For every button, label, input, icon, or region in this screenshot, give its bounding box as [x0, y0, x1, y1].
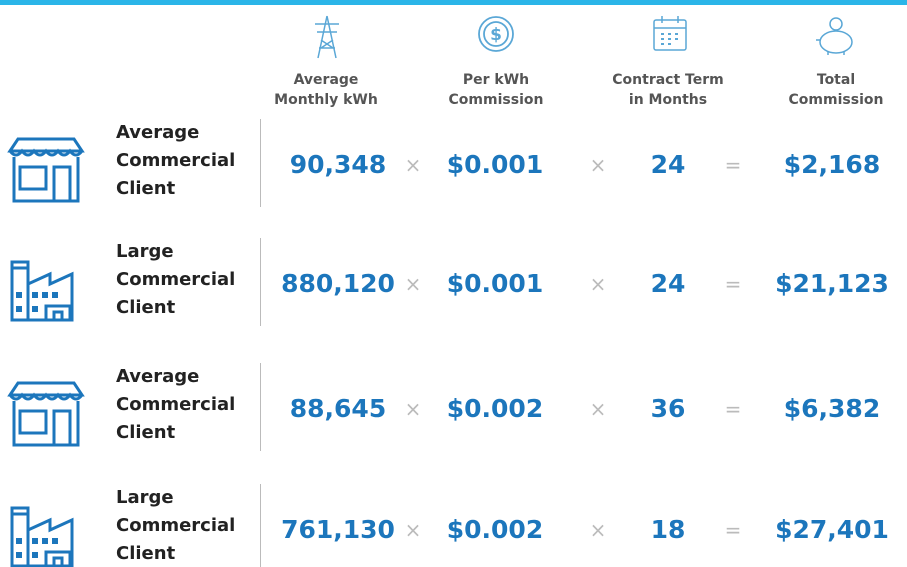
header-line: Commission — [448, 92, 544, 108]
store-icon — [7, 137, 85, 203]
value: $21,123 — [775, 269, 889, 298]
column-header: Per kWh Commission — [416, 70, 576, 110]
column-header: Contract Term in Months — [588, 70, 748, 110]
label-line: Commercial — [116, 150, 236, 171]
value: $27,401 — [775, 515, 889, 544]
label-line: Commercial — [116, 269, 236, 290]
value: $0.001 — [446, 150, 544, 179]
divider — [260, 119, 261, 207]
operator: = — [724, 153, 742, 177]
label-line: Commercial — [116, 515, 236, 536]
tower-icon — [315, 15, 339, 59]
value: 36 — [650, 394, 686, 423]
dollar-icon: $ — [478, 16, 514, 52]
operator: × — [589, 518, 607, 542]
header-line: Monthly kWh — [274, 92, 378, 108]
label-line: Commercial — [116, 394, 236, 415]
svg-text:$: $ — [490, 25, 502, 45]
operator: = — [724, 272, 742, 296]
value: $0.002 — [446, 515, 544, 544]
header-line: Contract Term — [612, 72, 724, 88]
column-header: Total Commission — [756, 70, 907, 110]
label-line: Large — [116, 487, 174, 508]
header-line: Total — [816, 72, 856, 88]
store-icon — [7, 381, 85, 447]
divider — [260, 363, 261, 451]
operator: × — [589, 397, 607, 421]
client-label: Average Commercial Client — [116, 119, 235, 203]
top-bar — [0, 0, 907, 5]
operator: × — [404, 272, 422, 296]
client-label: Average Commercial Client — [116, 363, 235, 447]
header-line: Average — [293, 72, 359, 88]
label-line: Average — [116, 122, 200, 143]
operator: × — [404, 153, 422, 177]
value: $0.001 — [446, 269, 544, 298]
value: 880,120 — [281, 269, 395, 298]
client-label: Large Commercial Client — [116, 238, 235, 322]
divider — [260, 238, 261, 326]
label-line: Client — [116, 422, 176, 443]
label-line: Average — [116, 366, 200, 387]
value: $2,168 — [783, 150, 881, 179]
header-line: Commission — [788, 92, 884, 108]
operator: × — [404, 397, 422, 421]
client-row: Average Commercial Client 90,348 $0.001 24 $2,… — [0, 115, 907, 215]
piggy-icon — [816, 17, 853, 55]
operator: = — [724, 518, 742, 542]
client-row: Large Commercial Client 880,120 $0.001 24 $21,… — [0, 234, 907, 334]
client-row: Average Commercial Client 88,645 $0.002 36 $6,… — [0, 359, 907, 459]
factory-icon — [10, 260, 74, 322]
calendar-icon — [653, 16, 687, 51]
operator: × — [589, 153, 607, 177]
value: 18 — [650, 515, 686, 544]
operator: = — [724, 397, 742, 421]
value: $0.002 — [446, 394, 544, 423]
value: $6,382 — [783, 394, 881, 423]
client-row: Large Commercial Client 761,130 $0.002 18 $27,… — [0, 480, 907, 567]
value: 88,645 — [289, 394, 387, 423]
operator: × — [589, 272, 607, 296]
value: 24 — [650, 269, 686, 298]
operator: × — [404, 518, 422, 542]
value: 90,348 — [289, 150, 387, 179]
value: 761,130 — [281, 515, 395, 544]
label-line: Client — [116, 543, 176, 564]
column-header: Average Monthly kWh — [246, 70, 406, 110]
label-line: Client — [116, 178, 176, 199]
label-line: Client — [116, 297, 176, 318]
value: 24 — [650, 150, 686, 179]
factory-icon — [10, 506, 74, 567]
label-line: Large — [116, 241, 174, 262]
header-line: in Months — [628, 92, 708, 108]
client-label: Large Commercial Client — [116, 484, 235, 567]
header-line: Per kWh — [462, 72, 530, 88]
divider — [260, 484, 261, 567]
